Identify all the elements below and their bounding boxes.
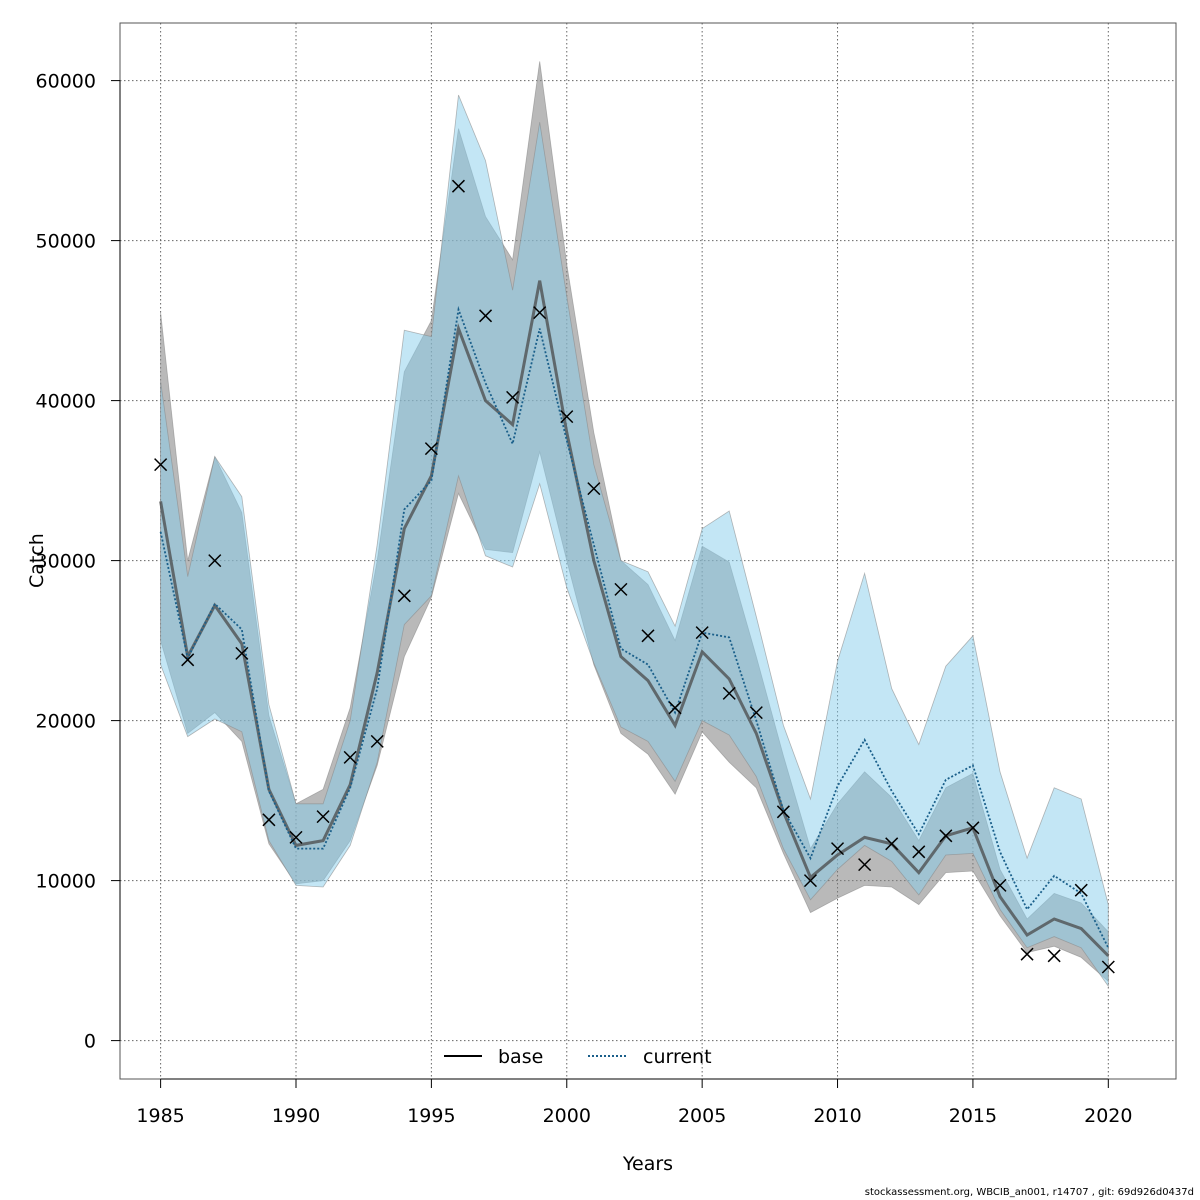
confidence-bands <box>160 61 1109 988</box>
observed-point <box>1074 883 1088 897</box>
observed-point <box>208 554 222 568</box>
observed-point <box>370 734 384 748</box>
observed-point <box>776 805 790 819</box>
observed-point <box>885 837 899 851</box>
x-tick-label: 2015 <box>949 1105 997 1127</box>
x-tick-label: 2005 <box>678 1105 726 1127</box>
observed-point <box>966 821 980 835</box>
observed-point <box>614 582 628 596</box>
line-current <box>159 305 1110 949</box>
observed-point <box>587 482 601 496</box>
observed-point <box>668 701 682 715</box>
y-tick-label: 60000 <box>36 71 96 93</box>
y-tick-label: 30000 <box>36 551 96 573</box>
y-tick-label: 10000 <box>36 871 96 893</box>
observed-point <box>289 830 303 844</box>
y-tick-label: 20000 <box>36 711 96 733</box>
observed-point <box>154 458 168 472</box>
y-axis: 0 10000 20000 30000 40000 50000 60000 <box>36 71 121 1053</box>
observed-point <box>803 874 817 888</box>
observed-point <box>831 842 845 856</box>
observed-point <box>506 390 520 404</box>
x-tick-label: 2020 <box>1084 1105 1132 1127</box>
legend: base current <box>444 1046 712 1068</box>
observed-point <box>722 686 736 700</box>
observed-points <box>154 179 1115 974</box>
legend-label-current: current <box>643 1046 712 1068</box>
observed-point <box>939 829 953 843</box>
observed-point <box>181 653 195 667</box>
observed-point <box>1101 960 1115 974</box>
observed-point <box>1020 947 1034 961</box>
observed-point <box>397 589 411 603</box>
x-tick-label: 1995 <box>407 1105 455 1127</box>
observed-point <box>912 845 926 859</box>
y-tick-label: 0 <box>84 1031 96 1053</box>
observed-point <box>451 179 465 193</box>
legend-label-base: base <box>498 1046 543 1068</box>
x-axis: 1985 1990 1995 2000 2005 2010 2015 2020 <box>136 1078 1132 1127</box>
x-axis-title: Years <box>622 1153 673 1175</box>
observed-point <box>858 858 872 872</box>
band-current <box>160 94 1109 988</box>
observed-point <box>235 646 249 660</box>
x-tick-label: 2010 <box>813 1105 861 1127</box>
observed-point <box>1047 949 1061 963</box>
observed-point <box>993 878 1007 892</box>
x-tick-label: 1985 <box>136 1105 184 1127</box>
x-tick-label: 1990 <box>272 1105 320 1127</box>
observed-point <box>479 309 493 323</box>
observed-point <box>560 410 574 424</box>
footer-credit: stockassessment.org, WBCIB_an001, r14707… <box>864 1187 1194 1198</box>
observed-point <box>424 442 438 456</box>
x-tick-label: 2000 <box>543 1105 591 1127</box>
observed-point <box>343 750 357 764</box>
y-tick-label: 50000 <box>36 231 96 253</box>
observed-point <box>262 813 276 827</box>
y-axis-title: Catch <box>26 533 48 588</box>
y-tick-label: 40000 <box>36 391 96 413</box>
observed-point <box>533 306 547 320</box>
series-lines <box>159 280 1110 957</box>
observed-point <box>695 626 709 640</box>
observed-point <box>749 706 763 720</box>
line-base <box>159 280 1110 957</box>
observed-point <box>641 629 655 643</box>
observed-point <box>316 810 330 824</box>
